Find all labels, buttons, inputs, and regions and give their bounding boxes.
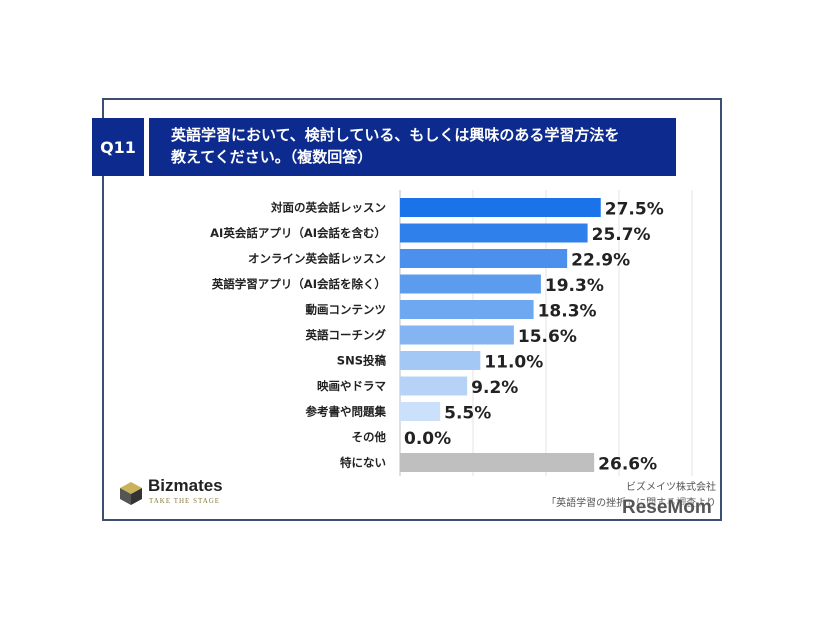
- category-label: 対面の英会話レッスン: [270, 201, 386, 215]
- category-label: AI英会話アプリ（AI会話を含む）: [210, 226, 386, 240]
- value-label: 11.0%: [484, 353, 543, 373]
- brand-name: Bizmates: [148, 476, 223, 495]
- bars: [400, 198, 601, 472]
- value-label: 15.6%: [518, 327, 577, 347]
- value-label: 5.5%: [444, 404, 491, 424]
- category-label: 参考書や問題集: [305, 405, 387, 419]
- bar: [400, 274, 541, 294]
- brand-tagline: TAKE THE STAGE: [149, 497, 221, 505]
- category-label: 映画やドラマ: [317, 379, 386, 393]
- bar: [400, 223, 588, 243]
- category-label: その他: [352, 430, 387, 444]
- question-title-line1: 英語学習において、検討している、もしくは興味のある学習方法を: [171, 126, 620, 144]
- question-badge: Q11: [92, 118, 144, 176]
- bizmates-logo-icon: [120, 482, 142, 505]
- value-label: 9.2%: [471, 378, 518, 398]
- value-label: 19.3%: [545, 276, 604, 296]
- bar: [400, 402, 441, 421]
- value-label: 27.5%: [605, 200, 664, 220]
- value-label: 26.6%: [598, 455, 657, 475]
- bar: [400, 453, 595, 472]
- category-label: 英語コーチング: [305, 328, 387, 342]
- category-label: オンライン英会話レッスン: [248, 252, 386, 266]
- question-title-line2: 教えてください。（複数回答）: [171, 148, 373, 166]
- category-label: 英語学習アプリ（AI会話を除く）: [211, 277, 386, 291]
- category-labels: 対面の英会話レッスン AI英会話アプリ（AI会話を含む） オンライン英会話レッスン英…: [210, 201, 386, 470]
- category-label: 動画コンテンツ: [306, 303, 387, 317]
- bar: [400, 249, 568, 268]
- source-note: ビズメイツ株式会社 「英語学習の挫折」に関する調査より: [546, 480, 716, 512]
- category-label: SNS投稿: [337, 354, 387, 368]
- bar: [400, 198, 601, 217]
- question-title: 英語学習において、検討している、もしくは興味のある学習方法を 教えてください。（…: [149, 118, 676, 176]
- bar: [400, 300, 534, 319]
- category-label: 特にない: [340, 456, 386, 470]
- value-label: 25.7%: [592, 225, 651, 245]
- value-label: 22.9%: [571, 251, 630, 271]
- bar: [400, 351, 481, 370]
- watermark-logo: ReseMom: [622, 497, 712, 518]
- bar: [400, 376, 468, 396]
- source-line1: ビズメイツ株式会社: [626, 482, 716, 493]
- value-label: 0.0%: [404, 429, 451, 449]
- value-label: 18.3%: [538, 302, 597, 322]
- source-line2: 「英語学習の挫折」に関する調査より: [546, 498, 716, 509]
- value-labels: 27.5% 25.7% 22.9% 19.3% 18.3% 15.6% 11.0% 9.2% 5…: [404, 200, 664, 475]
- bar: [400, 325, 514, 345]
